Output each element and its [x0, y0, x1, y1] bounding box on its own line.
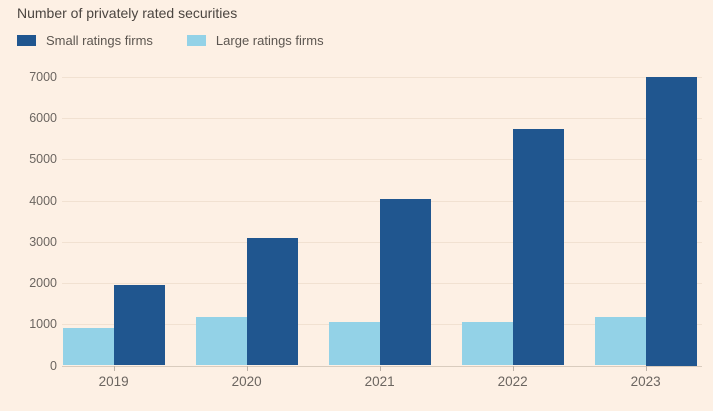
bar-2023-large-ratings-firms — [594, 317, 646, 366]
y-tick-label-5000: 5000 — [29, 152, 57, 167]
gridline-0 — [62, 365, 702, 367]
x-tick-label-2023: 2023 — [630, 374, 661, 389]
bar-2022-small-ratings-firms — [512, 129, 564, 366]
bar-2020-small-ratings-firms — [246, 237, 298, 366]
legend: Small ratings firms Large ratings firms — [17, 33, 324, 48]
legend-swatch-small-ratings-firms — [17, 35, 36, 46]
gridline-7000 — [62, 77, 702, 78]
y-tick-label-3000: 3000 — [29, 234, 57, 249]
bar-2022-large-ratings-firms — [461, 321, 513, 366]
x-tick-label-2019: 2019 — [98, 374, 129, 389]
y-tick-label-1000: 1000 — [29, 317, 57, 332]
bar-2023-small-ratings-firms — [645, 77, 697, 366]
bar-2019-large-ratings-firms — [62, 328, 114, 366]
legend-item-large-ratings-firms: Large ratings firms — [186, 33, 324, 48]
chart-title: Number of privately rated securities — [17, 5, 238, 21]
x-tick-2023 — [645, 366, 647, 371]
x-tick-label-2022: 2022 — [497, 374, 528, 389]
bar-2020-large-ratings-firms — [195, 317, 247, 366]
gridline-5000 — [62, 159, 702, 161]
x-tick-2022 — [512, 366, 514, 371]
legend-swatch-large-ratings-firms — [186, 35, 206, 46]
x-tick-2020 — [246, 366, 248, 371]
y-tick-label-2000: 2000 — [29, 276, 57, 291]
bar-2019-small-ratings-firms — [113, 285, 165, 366]
legend-item-small-ratings-firms: Small ratings firms — [17, 33, 153, 48]
legend-label-large-ratings-firms: Large ratings firms — [215, 33, 324, 48]
gridline-6000 — [62, 118, 702, 120]
y-tick-label-4000: 4000 — [29, 193, 57, 208]
y-tick-label-7000: 7000 — [29, 70, 57, 84]
bar-2021-small-ratings-firms — [379, 199, 431, 366]
legend-label-small-ratings-firms: Small ratings firms — [46, 33, 153, 48]
y-tick-label-0: 0 — [50, 358, 57, 373]
x-tick-2021 — [379, 366, 381, 371]
y-tick-label-6000: 6000 — [29, 111, 57, 126]
bar-2021-large-ratings-firms — [328, 321, 380, 366]
x-tick-2019 — [113, 366, 115, 371]
x-tick-label-2020: 2020 — [231, 374, 262, 389]
x-tick-label-2021: 2021 — [364, 374, 395, 389]
